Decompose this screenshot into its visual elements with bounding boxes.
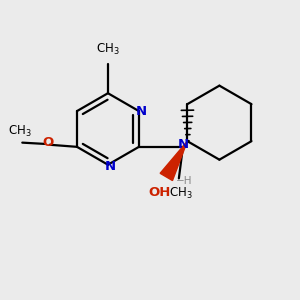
Text: −H: −H <box>176 176 192 186</box>
Text: CH$_3$: CH$_3$ <box>169 186 193 201</box>
Polygon shape <box>160 141 187 181</box>
Text: CH$_3$: CH$_3$ <box>96 42 120 58</box>
Text: N: N <box>135 105 147 118</box>
Text: N: N <box>178 138 189 151</box>
Text: N: N <box>104 160 116 173</box>
Text: OH: OH <box>149 186 171 199</box>
Text: CH$_3$: CH$_3$ <box>8 124 32 139</box>
Text: O: O <box>42 136 53 149</box>
